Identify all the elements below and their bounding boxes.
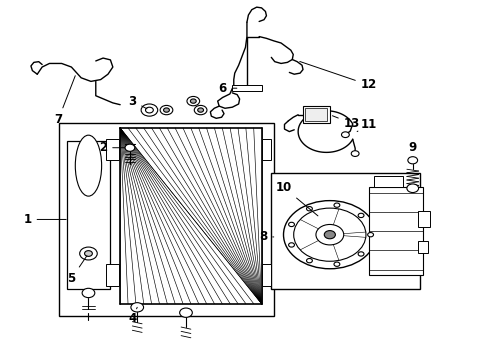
Text: 6: 6 <box>218 82 236 95</box>
Text: 11: 11 <box>356 118 376 132</box>
Circle shape <box>160 105 172 115</box>
Bar <box>303 107 329 123</box>
Text: 3: 3 <box>128 95 147 109</box>
Circle shape <box>341 132 348 138</box>
Circle shape <box>197 108 203 112</box>
Circle shape <box>84 251 92 256</box>
Circle shape <box>350 151 358 157</box>
Text: 4: 4 <box>128 307 137 325</box>
Bar <box>271 173 419 289</box>
Bar <box>59 123 273 316</box>
Bar <box>261 139 271 160</box>
Circle shape <box>288 222 294 226</box>
Ellipse shape <box>75 135 102 196</box>
Text: 13: 13 <box>332 116 359 130</box>
Bar <box>417 240 427 253</box>
Bar <box>417 211 429 227</box>
Text: 10: 10 <box>275 181 317 216</box>
Text: 12: 12 <box>299 62 376 91</box>
Circle shape <box>367 233 373 237</box>
Bar <box>105 139 119 160</box>
Text: 5: 5 <box>67 256 87 285</box>
Circle shape <box>179 308 192 318</box>
Bar <box>305 108 327 121</box>
Circle shape <box>288 243 294 247</box>
Text: 2: 2 <box>99 141 124 154</box>
Circle shape <box>190 99 196 103</box>
Circle shape <box>306 258 312 263</box>
Circle shape <box>82 288 95 298</box>
Circle shape <box>145 107 153 113</box>
Text: 1: 1 <box>23 213 66 226</box>
Circle shape <box>163 108 169 112</box>
Circle shape <box>186 96 199 106</box>
Circle shape <box>306 207 312 211</box>
Circle shape <box>333 203 339 207</box>
Circle shape <box>357 252 363 256</box>
Text: 7: 7 <box>54 76 75 126</box>
Circle shape <box>293 208 365 261</box>
Bar <box>232 85 261 91</box>
Circle shape <box>141 104 158 116</box>
Circle shape <box>283 201 375 269</box>
Bar <box>368 187 422 275</box>
Text: 9: 9 <box>408 141 416 154</box>
Bar <box>105 264 119 286</box>
Circle shape <box>194 105 206 115</box>
Bar <box>66 140 110 289</box>
Circle shape <box>406 184 418 193</box>
Circle shape <box>131 303 143 312</box>
Circle shape <box>357 213 363 217</box>
Circle shape <box>125 144 135 151</box>
Bar <box>261 264 271 286</box>
Circle shape <box>324 231 335 239</box>
Circle shape <box>407 157 417 164</box>
Circle shape <box>315 225 343 245</box>
Text: 8: 8 <box>258 230 273 243</box>
Circle shape <box>333 262 339 266</box>
Circle shape <box>80 247 97 260</box>
Bar <box>373 176 403 187</box>
